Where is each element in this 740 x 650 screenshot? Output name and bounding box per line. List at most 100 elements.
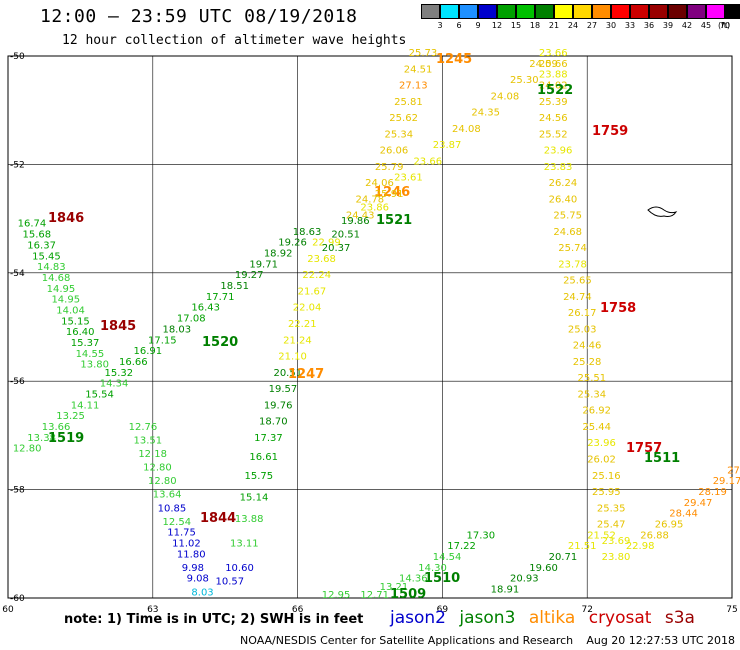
swh-value: 24.78 [356, 194, 385, 205]
swh-value: 25.65 [563, 276, 592, 287]
legend-label: 27 [586, 21, 598, 30]
swh-value: 11.75 [167, 528, 196, 539]
swh-value: 26.92 [582, 406, 611, 417]
satellite-key: jason2 jason3 altika cryosat s3a [390, 608, 703, 628]
track-time-label: 1511 [644, 451, 680, 466]
legend-label: 15 [510, 21, 522, 30]
page-subtitle: 12 hour collection of altimeter wave hei… [62, 33, 407, 48]
swh-value: 11.02 [172, 539, 201, 550]
swh-value: 25.79 [375, 162, 404, 173]
swh-value: 21.10 [278, 352, 307, 363]
swh-value: 17.37 [254, 433, 283, 444]
y-tick-label: -56 [10, 377, 25, 387]
swh-value: 12.80 [143, 463, 172, 474]
swh-value: 14.30 [418, 563, 447, 574]
swh-value: 21.24 [283, 335, 312, 346]
swh-value: 14.54 [433, 552, 462, 563]
swh-value: 13.11 [230, 539, 259, 550]
swh-value: 17.08 [177, 314, 206, 325]
swh-value: 13.38 [27, 433, 56, 444]
swh-value: 22.04 [293, 303, 322, 314]
swh-value: 18.51 [220, 281, 249, 292]
y-tick-label: -58 [10, 486, 25, 496]
swh-value: 15.14 [240, 492, 269, 503]
y-tick-label: -60 [10, 594, 25, 604]
swh-value: 12.95 [322, 590, 351, 601]
swh-value: 19.60 [529, 563, 558, 574]
legend-swatch [516, 4, 535, 19]
swh-value: 24.08 [452, 124, 481, 135]
swh-value: 15.15 [61, 316, 90, 327]
swh-value: 18.91 [491, 585, 520, 596]
swh-value: 13.21 [380, 582, 409, 593]
legend-swatch [459, 4, 478, 19]
swh-value: 25.30 [510, 75, 539, 86]
sat-altika: altika [528, 608, 576, 628]
legend-label: 9 [475, 21, 481, 30]
sat-jason2: jason2 [390, 608, 446, 628]
legend-label: 30 [605, 21, 617, 30]
swh-value: 24.08 [491, 91, 520, 102]
swh-value: 14.36 [399, 574, 428, 585]
swh-value: 12.71 [360, 590, 389, 601]
legend-swatch [706, 4, 725, 19]
x-tick-label: 60 [2, 605, 14, 615]
x-tick-label: 75 [726, 605, 737, 615]
swh-value: 24.35 [471, 108, 500, 119]
footer-credit: NOAA/NESDIS Center for Satellite Applica… [240, 634, 735, 647]
track-time-label: 1510 [424, 571, 460, 586]
legend-label: 45 [700, 21, 712, 30]
swh-value: 16.74 [18, 219, 47, 230]
legend-label: 6 [456, 21, 462, 30]
legend-unit: (ft) [718, 21, 731, 30]
credit-text: NOAA/NESDIS Center for Satellite Applica… [240, 634, 574, 647]
swh-value: 24.06 [365, 178, 394, 189]
swh-value: 25.34 [578, 389, 607, 400]
swh-value: 18.03 [162, 324, 191, 335]
swh-value: 25.62 [389, 113, 418, 124]
swh-value: 19.27 [235, 270, 264, 281]
swh-value: 29.17 [713, 476, 740, 487]
legend-swatch [630, 4, 649, 19]
swh-value: 16.40 [66, 327, 95, 338]
swh-value: 18.92 [264, 249, 293, 260]
legend-swatch [535, 4, 554, 19]
color-legend-labels: 3 6 9 12 15 18 21 24 27 30 33 36 39 42 45 70 [421, 21, 740, 33]
swh-value: 15.45 [32, 251, 61, 262]
swh-value: 25.81 [394, 97, 423, 108]
swh-value: 23.78 [558, 259, 587, 270]
swh-value: 13.64 [153, 490, 182, 501]
swh-value: 28.19 [698, 487, 727, 498]
swh-value: 19.71 [249, 259, 278, 270]
swh-value: 22.98 [626, 541, 655, 552]
swh-value: 10.57 [216, 576, 245, 587]
swh-value: 20.51 [273, 368, 302, 379]
swh-value: 12.18 [138, 449, 167, 460]
swh-value: 28.44 [669, 509, 698, 520]
x-tick-label: 72 [581, 605, 592, 615]
legend-swatch [440, 4, 459, 19]
track-time-label: 1519 [48, 431, 84, 446]
swh-value: 26.17 [568, 308, 597, 319]
legend-label: 70 [719, 21, 731, 30]
swh-value: 14.95 [51, 295, 80, 306]
swh-value: 23.69 [602, 536, 631, 547]
track-time-label: 1759 [592, 124, 628, 139]
swh-value: 14.55 [76, 349, 105, 360]
swh-value: 26.40 [549, 194, 578, 205]
track-time-label: 1245 [436, 52, 472, 67]
swh-value: 14.83 [37, 262, 66, 273]
swh-value: 14.95 [47, 284, 76, 295]
swh-value: 22.99 [312, 238, 341, 249]
swh-value: 11.80 [177, 549, 206, 560]
swh-value: 19.76 [264, 400, 293, 411]
swh-value: 24.51 [404, 64, 433, 75]
swh-value: 17.15 [148, 335, 177, 346]
swh-value: 25.34 [384, 129, 413, 140]
swh-value: 13.88 [235, 514, 264, 525]
legend-swatch [421, 4, 440, 19]
track-time-label: 1757 [626, 441, 662, 456]
swh-value: 16.66 [119, 357, 148, 368]
swh-value: 26.02 [587, 455, 616, 466]
